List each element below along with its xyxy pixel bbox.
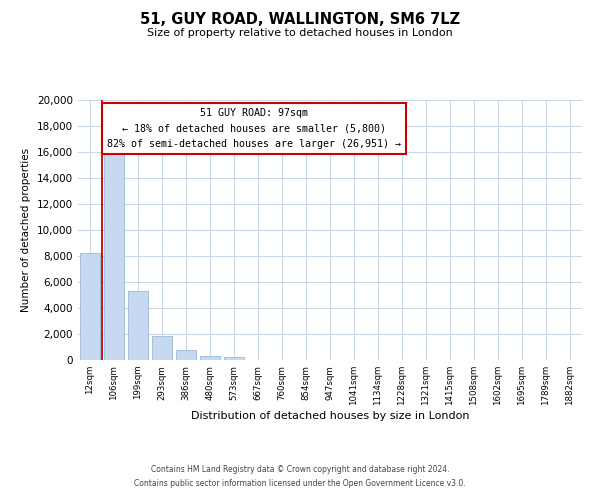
Bar <box>80 254 100 360</box>
X-axis label: Distribution of detached houses by size in London: Distribution of detached houses by size … <box>191 411 469 421</box>
Bar <box>152 336 172 360</box>
Bar <box>176 350 196 360</box>
Text: Size of property relative to detached houses in London: Size of property relative to detached ho… <box>147 28 453 38</box>
Bar <box>104 146 124 360</box>
Text: 51 GUY ROAD: 97sqm
← 18% of detached houses are smaller (5,800)
82% of semi-deta: 51 GUY ROAD: 97sqm ← 18% of detached hou… <box>107 108 401 149</box>
Bar <box>128 291 148 360</box>
Y-axis label: Number of detached properties: Number of detached properties <box>22 148 31 312</box>
Text: Contains HM Land Registry data © Crown copyright and database right 2024.
Contai: Contains HM Land Registry data © Crown c… <box>134 466 466 487</box>
Bar <box>200 356 220 360</box>
Text: 51, GUY ROAD, WALLINGTON, SM6 7LZ: 51, GUY ROAD, WALLINGTON, SM6 7LZ <box>140 12 460 28</box>
Bar <box>224 358 244 360</box>
